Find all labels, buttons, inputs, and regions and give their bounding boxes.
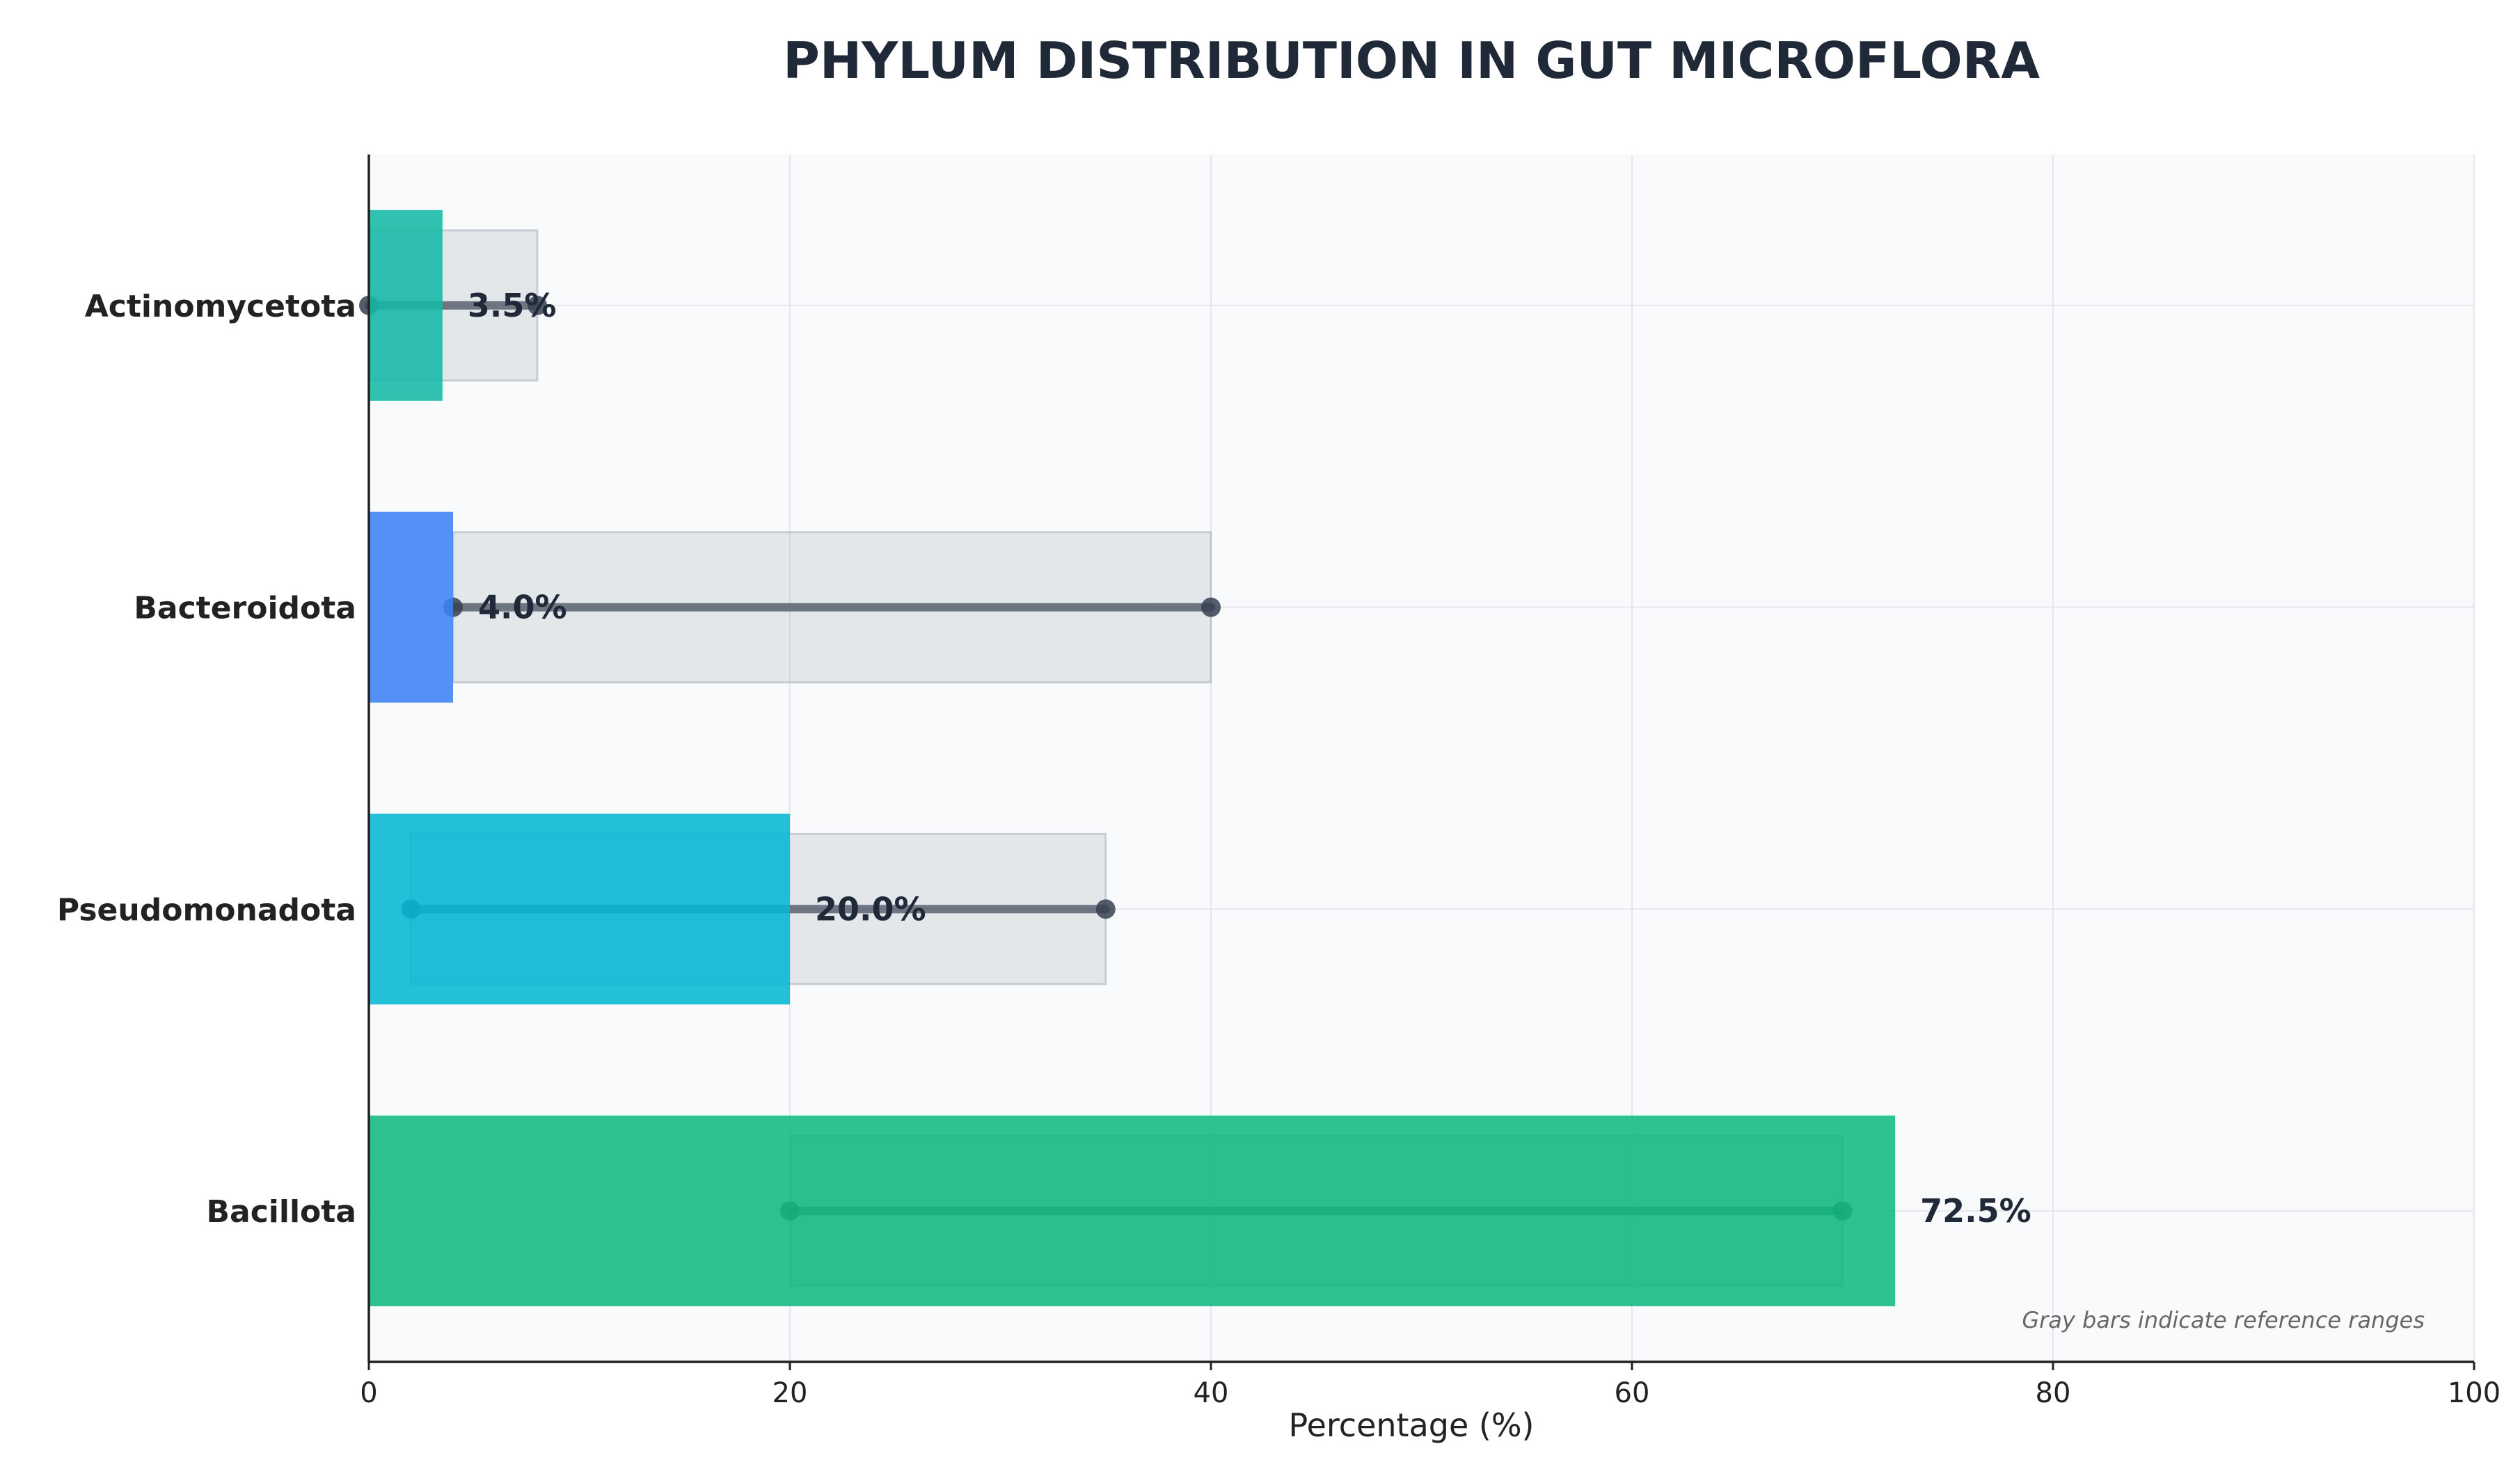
x-tick-label: 80: [2036, 1377, 2071, 1409]
value-label: 3.5%: [468, 287, 557, 324]
x-tick-label: 20: [772, 1377, 808, 1409]
value-label: 20.0%: [815, 890, 926, 928]
x-ticks: 0 20 40 60 80 100: [360, 1362, 2501, 1409]
bar-bacteroidota: [369, 511, 453, 703]
category-label: Actinomycetota: [85, 289, 356, 324]
reference-range-high-point: [1201, 597, 1221, 617]
x-tick-label: 100: [2448, 1377, 2501, 1409]
category-label: Bacteroidota: [134, 591, 356, 626]
reference-range-high-point: [1095, 899, 1116, 919]
bars: [369, 209, 1896, 1307]
x-axis-title: Percentage (%): [1289, 1406, 1535, 1444]
category-label: Bacillota: [206, 1194, 356, 1230]
bar-actinomycetota: [369, 209, 443, 401]
axes: [367, 154, 2474, 1363]
reference-range-note: Gray bars indicate reference ranges: [2022, 1307, 2425, 1333]
x-tick-label: 60: [1615, 1377, 1650, 1409]
value-labels: 3.5% 4.0% 20.0% 72.5%: [468, 287, 2031, 1230]
reference-range-high-point: [528, 295, 547, 315]
category-label: Pseudomonadota: [57, 892, 356, 928]
x-tick-label: 0: [360, 1377, 377, 1409]
chart-title: PHYLUM DISTRIBUTION IN GUT MICROFLORA: [783, 31, 2040, 90]
x-tick-label: 40: [1194, 1377, 1229, 1409]
value-label: 72.5%: [1920, 1192, 2031, 1230]
bar-pseudomonadota: [369, 814, 790, 1005]
bar-bacillota: [369, 1116, 1896, 1307]
y-category-labels: Actinomycetota Bacteroidota Pseudomonadota…: [57, 289, 356, 1230]
value-label: 4.0%: [478, 589, 567, 626]
